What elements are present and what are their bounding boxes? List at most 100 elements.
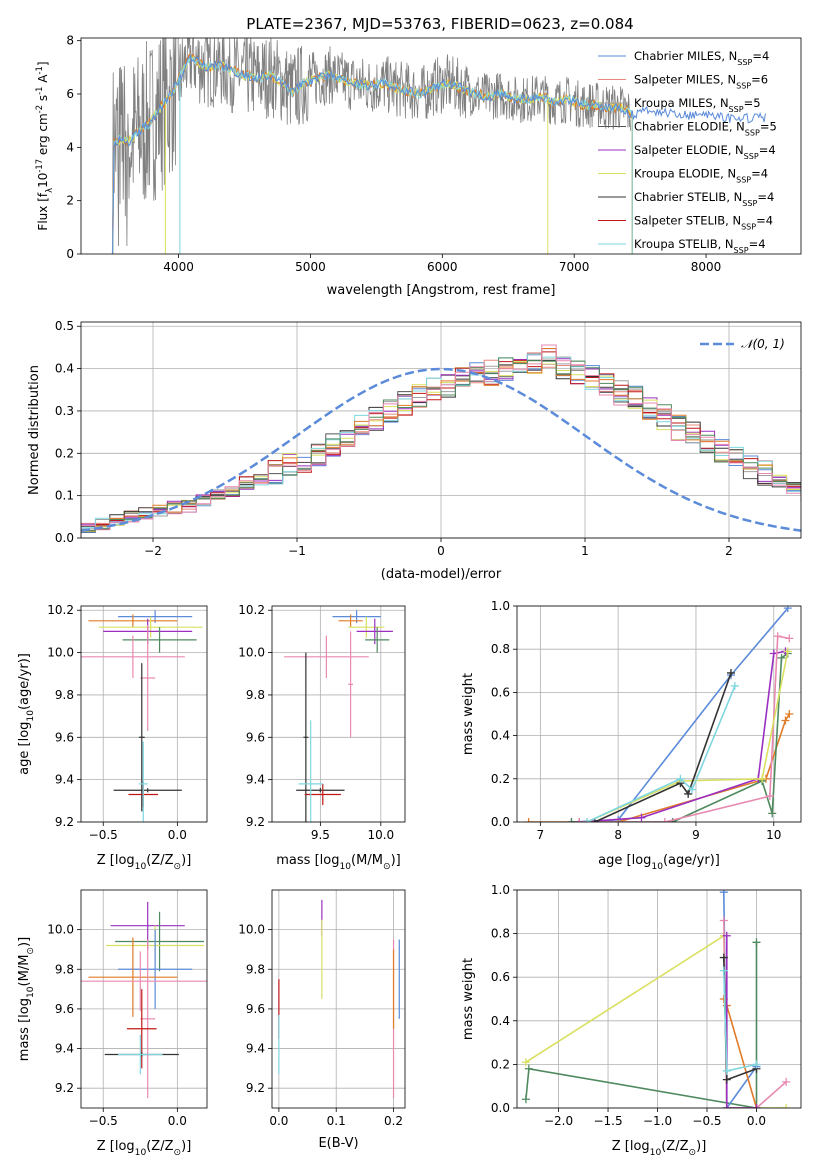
spectrum-ylabel-part: Flux [f	[36, 192, 50, 230]
weight-z-xlabel-part: (Z/Z	[661, 1139, 688, 1154]
weight-age-xlabel-part: age [log	[598, 853, 651, 868]
legend-label-part: =4	[759, 143, 776, 157]
mass-ebv-ytick-label: 9.8	[246, 962, 265, 976]
weight-marker	[676, 774, 685, 783]
age-z-plot-area	[81, 610, 203, 822]
spectrum-ytick-label: 6	[66, 87, 74, 101]
mass-ebv-xtick-label: 0.1	[327, 1114, 346, 1128]
age-z-ytick-label: 9.6	[55, 730, 74, 744]
weight-marker	[785, 634, 794, 643]
weight-z-xlabel-part: )]	[696, 1139, 706, 1154]
weight-marker	[722, 1066, 731, 1075]
residuals-ytick-label: 0.2	[55, 446, 74, 460]
legend-label-part: =4	[749, 237, 766, 251]
legend-label-part: SSP	[741, 222, 756, 231]
weight-marker	[521, 1058, 530, 1067]
legend-label: Kroupa ELODIE, NSSP=4	[634, 167, 768, 185]
spectrum-ylabel-part: -1	[34, 87, 44, 95]
legend-label: Salpeter MILES, NSSP=6	[634, 73, 768, 91]
age-mass-xtick-label: 9.5	[311, 828, 330, 842]
mass-ebv-ytick-label: 10.0	[238, 923, 265, 937]
mass-ebv-panel: 0.0 0.1 0.2 9.2 9.4 9.6 9.8 10.0 E(B-V)	[238, 889, 406, 1151]
age-mass-ytick-label: 9.8	[246, 688, 265, 702]
weight-series-line	[594, 672, 732, 822]
age-mass-xlabel-part: 10	[339, 862, 351, 872]
weight-marker	[524, 1064, 533, 1073]
legend-label: Chabrier ELODIE, NSSP=5	[634, 120, 777, 138]
spectrum-ylabel-part: -17	[34, 159, 44, 173]
mass-z-xlabel-part: Z [log	[97, 1139, 135, 1154]
age-z-ylabel-part: age [log	[17, 722, 32, 775]
weight-marker	[785, 710, 794, 718]
mass-ebv-xtick-label: 0.2	[384, 1114, 403, 1128]
histogram-step	[81, 357, 801, 538]
weight-age-xlabel-part: 10	[651, 862, 663, 872]
weight-age-xlabel: age [log10(age/yr)]	[598, 853, 720, 872]
weight-z-panel: −2.0 −1.5 −1.0 −0.5 0.0 0.0 0.2 0.4 0.6 0.8 1.0 mas…	[461, 883, 802, 1158]
figure-title: PLATE=2367, MJD=53763, FIBERID=0623, z=0…	[246, 15, 633, 33]
legend-label-part: Kroupa ELODIE, N	[634, 167, 736, 181]
spectrum-ytick-label: 4	[66, 140, 74, 154]
spectrum-xlabel: wavelength [Angstrom, rest frame]	[327, 283, 556, 298]
weight-marker	[752, 1060, 761, 1069]
weight-age-ytick-label: 0.0	[491, 815, 510, 829]
age-z-ylabel-part: (age/yr)]	[17, 653, 32, 710]
weight-age-ylabel: mass weight	[461, 673, 476, 755]
spectrum-xlabel-part: wavelength [Angstrom, rest frame]	[327, 283, 556, 298]
weight-z-ytick-label: 0.0	[491, 1101, 510, 1115]
weight-marker	[782, 1077, 791, 1086]
mass-z-ylabel-part: )]	[17, 937, 32, 947]
weight-z-xtick-label: 0.0	[747, 1114, 766, 1128]
age-z-xlabel-part: Z [log	[97, 853, 135, 868]
weight-series-line	[586, 685, 736, 822]
weight-series-line	[725, 935, 757, 1108]
legend-label-part: SSP	[736, 81, 751, 90]
legend-label: Chabrier STELIB, NSSP=4	[634, 190, 774, 208]
weight-age-ytick-label: 1.0	[491, 599, 510, 613]
weight-age-xtick-label: 10	[766, 828, 781, 842]
residuals-xtick-label: 2	[725, 544, 733, 558]
weight-marker	[575, 818, 584, 822]
weight-marker	[773, 632, 782, 641]
weight-marker	[719, 890, 728, 897]
age-z-xlabel-part: ⊙	[174, 862, 182, 872]
weight-age-ytick-label: 0.4	[491, 729, 510, 743]
legend-label-part: Kroupa STELIB, N	[634, 237, 734, 251]
age-z-ylabel-part: 10	[26, 710, 36, 722]
weight-marker	[783, 647, 792, 656]
age-z-xlabel-part: )]	[181, 853, 191, 868]
panels: 4000 5000 6000 7000 8000 0 2 4 6 8 wavelength [Ang…	[17, 34, 802, 1158]
weight-age-ytick-label: 0.6	[491, 685, 510, 699]
age-z-xtick-label: 0.0	[168, 828, 187, 842]
mass-z-ytick-label: 9.2	[55, 1081, 74, 1095]
mass-ebv-ytick-label: 9.6	[246, 1002, 265, 1016]
weight-age-xtick-label: 9	[692, 828, 700, 842]
weight-age-plot-area	[524, 606, 794, 822]
weight-age-ytick-label: 0.8	[491, 642, 510, 656]
weight-age-xlabel-part: (age/yr)]	[663, 853, 720, 868]
age-z-xlabel-part: 10	[135, 862, 147, 872]
mass-z-xtick-label: −0.5	[89, 1114, 118, 1128]
weight-z-xlabel-part: 10	[650, 1148, 662, 1158]
residuals-xtick-label: 0	[437, 544, 445, 558]
residuals-ytick-label: 0.5	[55, 319, 74, 333]
age-mass-frame	[271, 605, 406, 823]
mass-ebv-frame	[271, 889, 406, 1109]
legend-label: Chabrier MILES, NSSP=4	[634, 49, 769, 67]
weight-z-ytick-label: 0.4	[491, 1014, 510, 1028]
age-z-xlabel-part: (Z/Z	[146, 853, 173, 868]
spectrum-ylabel-part: -2	[34, 105, 44, 113]
weight-marker	[719, 953, 728, 962]
legend-label-part: Salpeter ELODIE, N	[634, 143, 744, 157]
weight-marker	[722, 931, 731, 940]
mass-ebv-plot-area	[278, 899, 400, 1099]
normal-curve	[81, 367, 801, 532]
mass-z-xtick-label: 0.0	[168, 1114, 187, 1128]
weight-z-xtick-label: −2.0	[544, 1114, 573, 1128]
spectrum-xtick-label: 4000	[163, 260, 194, 274]
age-mass-xlabel: mass [log10(M/M⊙)]	[276, 853, 400, 872]
age-mass-ytick-label: 10.0	[238, 646, 265, 660]
mass-z-ylabel-part: 10	[26, 986, 36, 998]
legend-label-part: =4	[751, 167, 768, 181]
